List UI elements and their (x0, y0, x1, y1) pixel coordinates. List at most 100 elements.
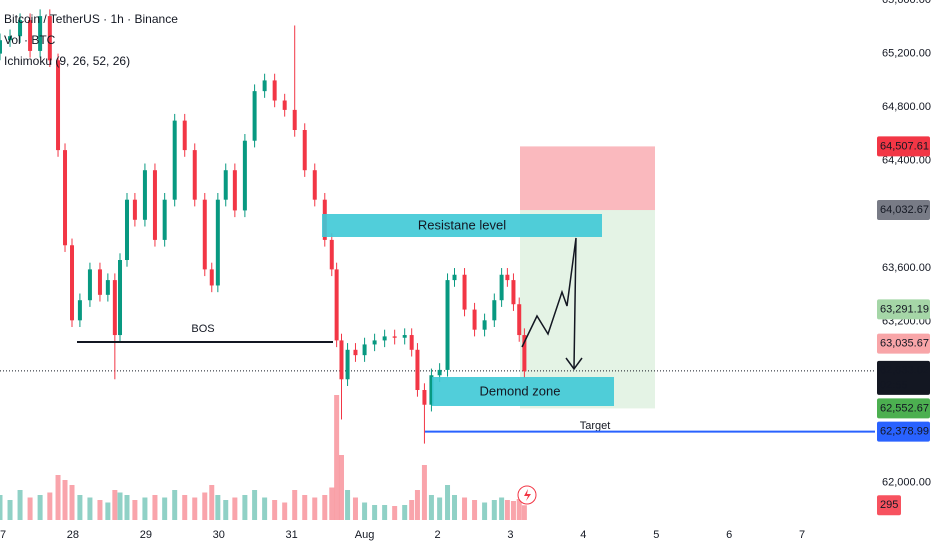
y-tick-label: 64,800.00 (882, 101, 931, 113)
candle-body (242, 140, 247, 211)
candle-body (209, 269, 214, 286)
volume-bar (414, 490, 420, 520)
volume-label-bg (877, 495, 901, 516)
volume-bar (334, 395, 340, 520)
volume-bar (209, 485, 215, 520)
candle-body (215, 199, 220, 286)
projection-path (521, 237, 577, 369)
price-label: 63,291.19 (880, 303, 929, 315)
arrow-head (565, 357, 583, 371)
volume-bar (97, 500, 103, 520)
stop-zone (520, 146, 655, 211)
x-tick-label: 31 (286, 529, 298, 541)
candle-body (302, 130, 307, 171)
x-tick-label: 27 (0, 529, 6, 541)
volume-bar (392, 506, 398, 520)
candle-body (132, 199, 137, 220)
volume-bar (162, 497, 168, 520)
candle-body (97, 269, 102, 295)
candle-body (482, 320, 487, 330)
candle-body (272, 80, 277, 101)
volume-bar (491, 500, 497, 520)
y-tick-label: 62,000.00 (882, 476, 931, 488)
price-label: 63,035.67 (880, 338, 929, 350)
volume-bar (312, 497, 318, 520)
volume-bar (352, 497, 358, 520)
volume-bar (7, 500, 13, 520)
x-tick-label: 5 (653, 529, 659, 541)
volume-bar (382, 505, 388, 520)
countdown-label: 02:55 (880, 380, 908, 392)
volume-bar (504, 500, 510, 520)
volume-bar (0, 495, 3, 520)
volume-bar (445, 485, 451, 520)
candle-body (282, 100, 287, 110)
volume-bar (242, 495, 248, 520)
candle-body (18, 20, 23, 37)
x-tick-label: Aug (355, 529, 375, 541)
candle-body (353, 349, 358, 356)
volume-bar (428, 495, 434, 520)
y-tick-label: 65,200.00 (882, 48, 931, 60)
volume-bar (47, 492, 53, 520)
y-tick-label: 63,600.00 (882, 262, 931, 274)
candle-body (517, 304, 522, 336)
x-tick-label: 6 (726, 529, 732, 541)
volume-bar (105, 502, 111, 520)
candle-body (402, 335, 407, 338)
symbol-title: Bitcoin / TetherUS · 1h · Binance (4, 12, 178, 26)
candle-body (312, 170, 317, 200)
volume-bar (27, 497, 33, 520)
marks-layer (0, 9, 527, 520)
volume-bar (202, 492, 208, 520)
price-label: 64,032.67 (880, 204, 929, 216)
volume-bar (132, 500, 138, 520)
candle-body (429, 375, 434, 405)
candle-body (162, 199, 167, 240)
candle-body (262, 80, 267, 92)
volume-bar (510, 501, 516, 520)
target-label: Target (580, 420, 611, 432)
volume-bar (409, 500, 415, 520)
candle-body (505, 274, 510, 281)
candle-body (292, 109, 297, 130)
time-axis-bg (0, 520, 932, 550)
candle-body (437, 369, 442, 376)
volume-bar (223, 500, 229, 520)
volume-bar (345, 490, 351, 520)
volume-title: Vol · BTC (4, 33, 56, 47)
price-label-bg (877, 333, 930, 354)
price-label-bg (877, 421, 930, 442)
candle-body (409, 335, 414, 350)
price-label: 62,378.99 (880, 426, 929, 438)
x-tick-label: 29 (140, 529, 152, 541)
price-label: 64,507.61 (880, 140, 929, 152)
profit-zone (520, 210, 655, 409)
volume-bar (499, 497, 505, 520)
candle-body (252, 91, 257, 141)
candle-body (172, 120, 177, 200)
volume-bar (402, 505, 408, 520)
candle-body (462, 274, 467, 310)
volume-bar (338, 455, 344, 520)
volume-bar (69, 485, 75, 520)
price-label-bg (877, 200, 930, 221)
candle-body (492, 300, 497, 321)
x-tick-label: 28 (67, 529, 79, 541)
volume-bar (215, 495, 221, 520)
candle-body (56, 60, 61, 151)
candle-body (112, 280, 117, 336)
volume-bar (182, 495, 188, 520)
annotation-layer: BOS Resistane level Demond zone Target B… (4, 12, 875, 505)
candle-body (422, 390, 427, 405)
volume-bar (329, 487, 335, 520)
volume-label: 295 (880, 499, 898, 511)
volume-bar (322, 495, 328, 520)
volume-bar (87, 497, 93, 520)
volume-bar (421, 465, 427, 520)
candle-body (118, 260, 123, 336)
price-label: 62,833.02 (880, 365, 929, 377)
price-axis-bg (875, 0, 932, 550)
